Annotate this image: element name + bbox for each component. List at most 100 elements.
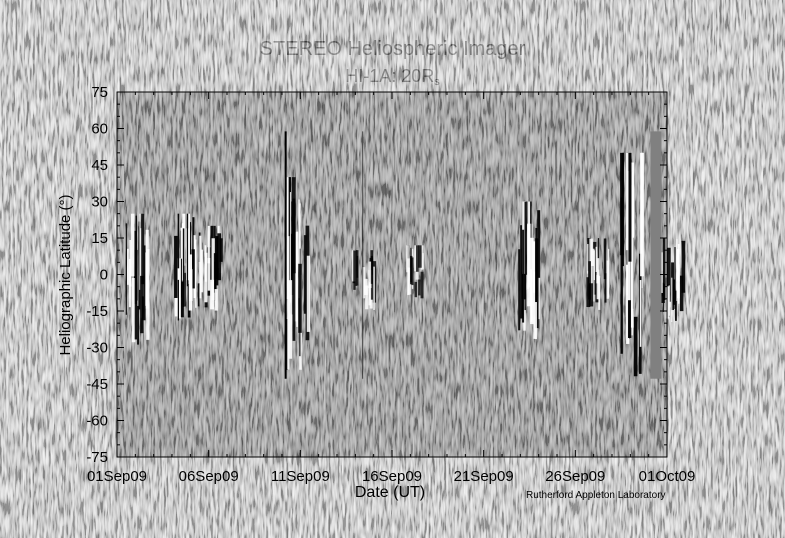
y-tick-label: -60 <box>86 413 108 430</box>
feature-streak <box>299 203 301 290</box>
y-axis-title: Heliographic Latitude (°) <box>57 194 74 355</box>
feature-5 <box>406 245 424 299</box>
feature-streak <box>639 280 642 347</box>
feature-streak <box>210 279 215 310</box>
y-tick-label: -75 <box>86 449 108 466</box>
feature-streak <box>125 223 127 315</box>
feature-streak <box>135 215 138 277</box>
feature-streak <box>406 245 409 273</box>
feature-streak <box>679 275 684 312</box>
feature-streak <box>298 263 302 333</box>
feature-streak <box>207 225 210 264</box>
feature-streak <box>180 230 182 298</box>
credit-label: Rutherford Appleton Laboratory <box>526 490 666 501</box>
feature-7 <box>586 238 610 310</box>
feature-8 <box>620 152 644 377</box>
feature-streak <box>633 316 638 377</box>
feature-streak <box>291 177 296 274</box>
feature-streak <box>188 213 191 284</box>
feature-streak <box>296 231 299 327</box>
feature-streak <box>518 249 521 331</box>
feature-streak <box>420 245 424 270</box>
feature-streak <box>207 257 211 291</box>
feature-streak <box>285 319 289 370</box>
feature-streak <box>214 261 216 301</box>
feature-streak <box>674 247 676 309</box>
feature-streak <box>410 247 412 283</box>
x-tick-label: 16Sep09 <box>362 468 422 485</box>
feature-3 <box>285 177 311 370</box>
feature-streak <box>303 235 307 314</box>
x-tick-label: 26Sep09 <box>545 468 605 485</box>
feature-streak <box>177 213 180 269</box>
chart-subtitle: HI-1A: 20Rs <box>0 66 785 88</box>
feature-streak <box>674 290 677 321</box>
feature-streak <box>195 239 197 308</box>
x-tick-label: 06Sep09 <box>179 468 239 485</box>
feature-streak <box>140 275 144 334</box>
feature-streak <box>219 238 223 262</box>
feature-streak <box>288 280 293 359</box>
feature-streak <box>191 249 195 289</box>
feature-streak <box>180 227 184 259</box>
feature-streak <box>288 177 292 276</box>
feature-streak <box>287 236 290 370</box>
feature-streak <box>628 152 632 262</box>
feature-streak <box>200 249 203 293</box>
x-tick-label: 11Sep09 <box>271 468 330 485</box>
feature-streak <box>589 265 594 307</box>
feature-streak <box>137 305 139 345</box>
feature-streak <box>188 254 193 311</box>
feature-streak <box>177 279 180 321</box>
feature-streak <box>373 266 375 311</box>
feature-streak <box>291 201 293 315</box>
feature-streak <box>146 249 150 340</box>
feature-streak <box>293 232 298 322</box>
feature-streak <box>589 238 593 284</box>
feature-streak <box>535 238 539 329</box>
chart-title: STEREO Heliospheric Imager <box>259 38 526 60</box>
transient-features <box>125 152 686 377</box>
feature-streak <box>603 238 607 280</box>
feature-streak <box>532 241 536 293</box>
feature-streak <box>537 237 540 320</box>
x-axis-title: Date (UT) <box>354 484 426 501</box>
feature-streak <box>671 262 675 310</box>
feature-streak <box>662 238 666 301</box>
y-tick-label: 60 <box>91 121 108 138</box>
feature-streak <box>524 201 526 311</box>
feature-streak <box>355 250 357 286</box>
feature-streak <box>587 244 589 274</box>
feature-streak <box>217 233 222 281</box>
feature-streak <box>126 248 129 285</box>
feature-streak <box>131 213 135 277</box>
feature-streak <box>197 283 200 307</box>
feature-streak <box>362 267 366 299</box>
feature-streak <box>537 210 541 278</box>
feature-streak <box>606 260 609 299</box>
y-tick-label: -45 <box>86 376 108 393</box>
feature-streak <box>530 201 532 270</box>
feature-streak <box>418 279 421 296</box>
feature-streak <box>668 285 670 316</box>
feature-streak <box>593 250 595 281</box>
feature-streak <box>414 245 417 272</box>
x-tick-label: 01Sep09 <box>87 468 147 485</box>
feature-streak <box>534 302 537 340</box>
feature-streak <box>306 255 311 332</box>
feature-streak <box>418 245 422 268</box>
feature-streak <box>597 238 600 270</box>
feature-streak <box>180 281 184 318</box>
data-gaps <box>650 131 662 379</box>
feature-streak <box>420 271 424 299</box>
feature-streak <box>139 213 141 290</box>
feature-streak <box>523 270 526 331</box>
feature-streak <box>620 197 623 354</box>
feature-streak <box>186 213 189 287</box>
feature-streak <box>365 285 369 310</box>
feature-streak <box>527 223 531 307</box>
feature-streak <box>522 229 525 323</box>
feature-9 <box>659 238 686 323</box>
feature-4 <box>352 250 377 311</box>
y-tick-label: 30 <box>91 194 108 211</box>
